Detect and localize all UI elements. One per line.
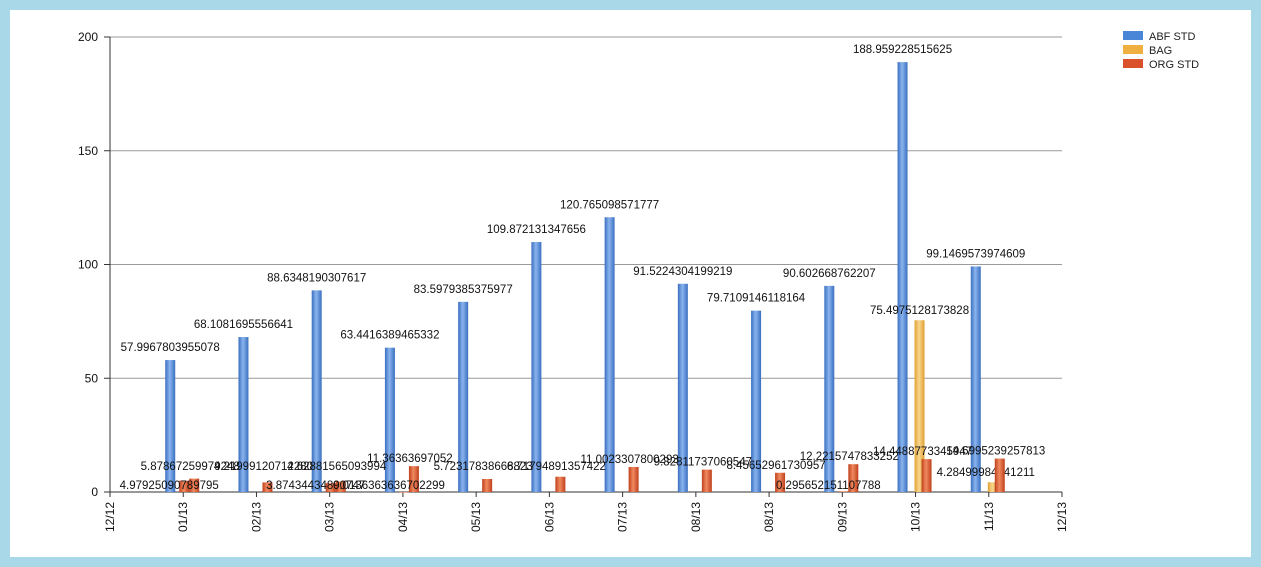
bar	[384, 347, 395, 492]
data-label: 11.0023307800293	[580, 454, 678, 466]
legend-swatch	[1123, 31, 1143, 40]
bar	[262, 482, 273, 492]
bar	[604, 217, 615, 492]
data-label: 6.71794891357422	[507, 461, 606, 473]
x-tick-label: 01/13	[176, 502, 190, 532]
data-label: 4.62881565093994	[287, 461, 387, 473]
bar	[189, 478, 200, 492]
bar	[398, 491, 409, 493]
bar	[165, 360, 176, 492]
bar	[335, 481, 346, 492]
bar	[914, 320, 925, 492]
x-tick-label: 11/13	[982, 502, 996, 531]
legend-label: ABF STD	[1149, 31, 1196, 43]
bar	[628, 466, 639, 492]
bar	[838, 491, 849, 492]
bar	[311, 290, 322, 492]
legend-swatch	[1123, 59, 1143, 68]
y-tick-label: 200	[78, 30, 98, 44]
data-label: 120.765098571777	[560, 199, 659, 211]
bar	[701, 469, 712, 492]
x-tick-label: 12/13	[1055, 502, 1069, 532]
chart-frame: 0 50 100 150 200 12/12 01/13 02/13 03/13 04/13 05/…	[10, 10, 1251, 557]
x-tick-label: 06/13	[542, 502, 556, 532]
x-tick-label: 03/13	[323, 502, 337, 532]
data-label: 12.2215747833252	[800, 451, 899, 463]
x-tick-label: 10/13	[909, 502, 923, 532]
legend-swatch	[1123, 45, 1143, 54]
bar	[531, 242, 542, 492]
bar-chart: 0 50 100 150 200 12/12 01/13 02/13 03/13 04/13 05/…	[78, 30, 1199, 532]
data-label: 5.72317838668823	[434, 461, 533, 473]
bar	[325, 483, 336, 492]
data-label: 11.36363697052	[367, 453, 453, 465]
bar	[408, 466, 419, 492]
x-tick-label: 02/13	[249, 502, 263, 532]
x-tick-label: 04/13	[396, 502, 410, 532]
data-label: 9.82811737060547	[654, 457, 752, 469]
bar	[848, 464, 859, 492]
data-label: 88.6348190307617	[267, 272, 366, 284]
data-label: 0.0136363636702299	[333, 480, 445, 492]
bar	[921, 459, 932, 492]
y-tick-label: 0	[91, 485, 98, 499]
bar	[987, 482, 998, 492]
y-tick-label: 150	[78, 144, 98, 158]
data-label: 4.97925090789795	[120, 480, 219, 492]
data-label: 63.4416389465332	[340, 330, 439, 342]
data-label: 5.87867259979248	[141, 461, 240, 473]
data-label: 4.21999120712280	[214, 461, 313, 473]
data-label: 188.959228515625	[853, 44, 952, 56]
data-label: 4.28499984741211	[937, 467, 1035, 479]
data-label: 83.5979385375977	[414, 284, 513, 296]
data-label: 91.5224304199219	[633, 266, 732, 278]
bar	[179, 480, 190, 492]
data-label: 3.87434434890747	[266, 480, 365, 492]
x-tick-label: 07/13	[616, 502, 630, 532]
bar	[677, 283, 688, 492]
x-tick-label: 08/13	[689, 502, 703, 532]
legend-label: BAG	[1149, 45, 1172, 57]
bar	[970, 266, 981, 492]
data-label: 8.45652961730957	[727, 460, 826, 472]
legend-label: ORG STD	[1149, 59, 1199, 71]
bar	[824, 285, 835, 492]
data-label: 68.1081695556641	[194, 319, 293, 331]
bar	[458, 301, 469, 492]
data-label: 75.4975128173828	[870, 305, 969, 317]
data-label: 0.295652151107788	[776, 480, 881, 492]
bar	[994, 458, 1005, 492]
data-label: 14.6995239257813	[946, 446, 1045, 458]
y-tick-label: 50	[85, 371, 99, 385]
data-label: 109.872131347656	[487, 224, 586, 236]
x-tick-label: 05/13	[469, 502, 483, 532]
bar	[555, 476, 566, 492]
bar	[238, 337, 249, 492]
data-label: 14.4488773345947	[873, 446, 972, 458]
bar	[482, 478, 493, 492]
bar	[897, 62, 908, 492]
data-label: 90.602668762207	[783, 268, 876, 280]
bar	[751, 310, 762, 492]
data-label: 79.7109146118164	[707, 293, 806, 305]
x-tick-label: 12/12	[103, 502, 117, 532]
x-tick-label: 08/13	[762, 502, 776, 532]
data-label: 99.1469573974609	[926, 248, 1025, 260]
data-label: 57.9967803955078	[121, 342, 220, 354]
x-tick-label: 09/13	[835, 502, 849, 532]
bar	[775, 472, 786, 492]
y-tick-label: 100	[78, 258, 98, 272]
